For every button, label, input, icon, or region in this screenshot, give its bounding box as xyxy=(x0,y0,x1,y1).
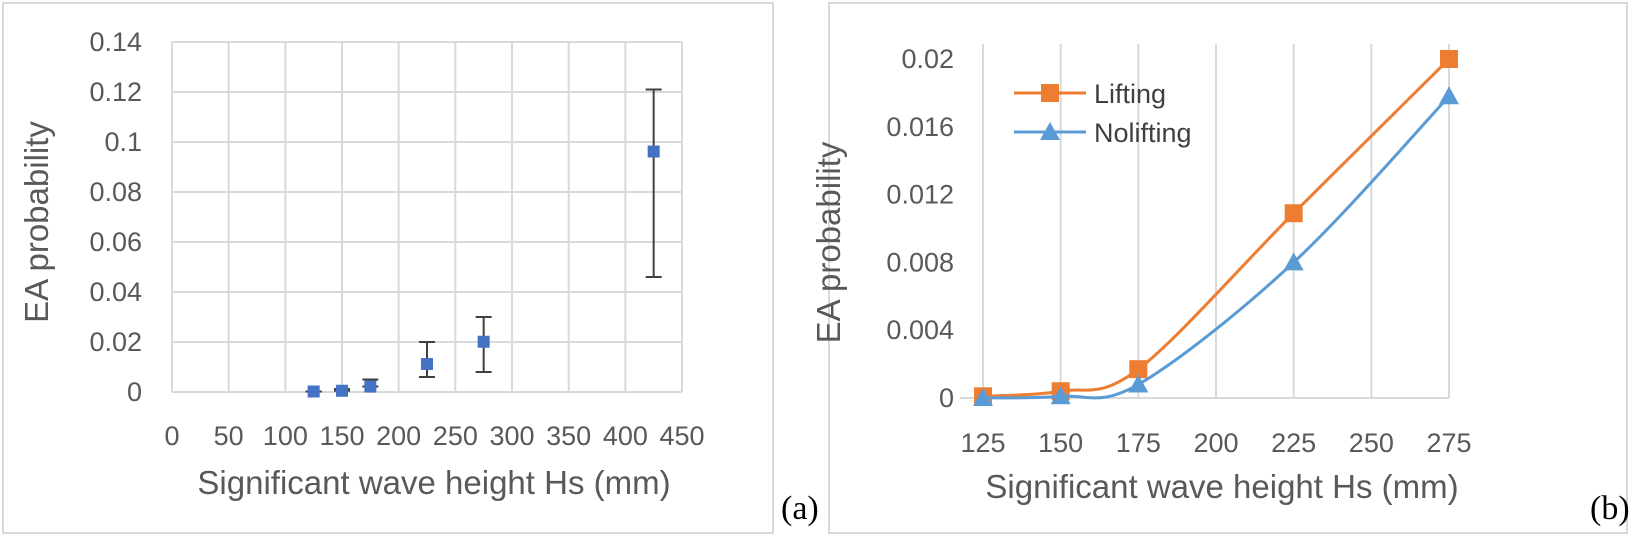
y-tick-label: 0.12 xyxy=(89,77,142,107)
y-tick-label: 0.012 xyxy=(886,180,954,210)
data-point xyxy=(364,380,377,393)
x-tick-label: 225 xyxy=(1271,428,1316,458)
series-marker-lifting xyxy=(1284,204,1303,223)
y-axis-title: EA probability xyxy=(810,141,847,343)
legend-label-lifting: Lifting xyxy=(1094,79,1166,109)
series-marker-lifting xyxy=(1440,50,1458,68)
series-marker-nolifting xyxy=(1050,386,1071,405)
legend-marker-lifting xyxy=(1041,84,1059,102)
x-tick-label: 125 xyxy=(960,428,1005,458)
panel-label-a: (a) xyxy=(781,490,819,527)
data-point xyxy=(307,385,320,398)
data-point xyxy=(647,145,660,158)
data-point xyxy=(336,384,348,397)
y-axis-title: EA probability xyxy=(18,121,55,323)
chart-b: 125 150 175 200 225 250 275 0 0.004 0.008 0.012 0.0… xyxy=(810,44,1472,505)
x-tick-label: 450 xyxy=(659,421,704,451)
x-tick-label: 275 xyxy=(1426,428,1471,458)
chart-b-frame xyxy=(828,2,1628,534)
y-tick-label: 0.02 xyxy=(89,327,142,357)
chart-a-frame xyxy=(2,2,774,534)
legend-label-nolifting: Nolifting xyxy=(1094,118,1192,148)
y-tick-label: 0.08 xyxy=(89,177,142,207)
y-tick-label: 0.016 xyxy=(886,112,954,142)
data-point xyxy=(477,335,490,348)
y-tick-label: 0.04 xyxy=(89,277,142,307)
y-tick-label: 0.06 xyxy=(89,227,142,257)
chart-a: 0 0.02 0.04 0.06 0.08 0.1 0.12 0.14 0 50 100 150 200… xyxy=(18,27,705,501)
x-tick-label: 175 xyxy=(1116,428,1161,458)
x-axis-title: Significant wave height Hs (mm) xyxy=(197,464,670,501)
series-marker-lifting xyxy=(1129,360,1148,379)
x-tick-label: 400 xyxy=(603,421,648,451)
x-axis-title: Significant wave height Hs (mm) xyxy=(985,468,1458,505)
x-tick-label: 50 xyxy=(214,421,244,451)
legend-marker-nolifting xyxy=(1040,122,1060,140)
series-marker-nolifting xyxy=(973,388,993,406)
series-marker-nolifting xyxy=(1128,374,1149,393)
x-tick-label: 100 xyxy=(263,421,308,451)
x-tick-label: 300 xyxy=(489,421,534,451)
x-tick-label: 250 xyxy=(1349,428,1394,458)
y-tick-label: 0.004 xyxy=(886,315,954,345)
y-tick-label: 0.14 xyxy=(89,27,142,57)
x-tick-label: 200 xyxy=(376,421,421,451)
x-tick-label: 150 xyxy=(319,421,364,451)
panel-label-b: (b) xyxy=(1590,490,1630,527)
y-tick-label: 0 xyxy=(939,383,954,413)
x-tick-label: 250 xyxy=(433,421,478,451)
y-tick-label: 0.1 xyxy=(104,127,142,157)
x-tick-label: 350 xyxy=(546,421,591,451)
x-tick-label: 0 xyxy=(164,421,179,451)
series-marker-nolifting xyxy=(1439,86,1459,105)
x-tick-label: 200 xyxy=(1193,428,1238,458)
series-marker-nolifting xyxy=(1283,252,1304,271)
y-tick-label: 0.02 xyxy=(901,44,954,74)
x-tick-label: 150 xyxy=(1038,428,1083,458)
y-tick-label: 0 xyxy=(127,377,142,407)
y-tick-label: 0.008 xyxy=(886,247,954,277)
data-point xyxy=(421,358,433,370)
